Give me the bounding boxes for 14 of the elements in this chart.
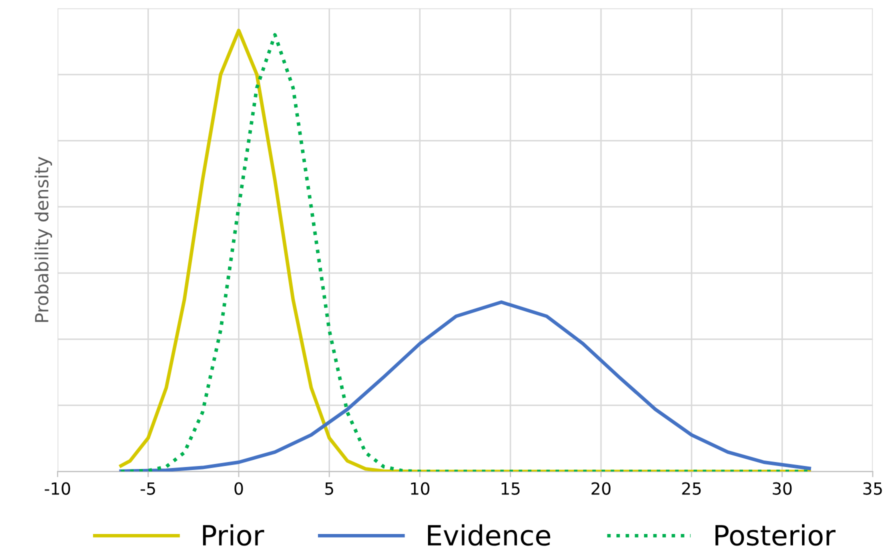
x-tick-label: 20 xyxy=(592,482,610,495)
x-tick-label: 5 xyxy=(325,482,334,495)
y-axis-title: Probability density xyxy=(34,156,52,322)
x-tick-label: -10 xyxy=(44,482,70,495)
x-tick-label: -5 xyxy=(140,482,156,495)
legend-label: Posterior xyxy=(716,524,836,546)
x-tick-label: 35 xyxy=(863,482,882,495)
x-tick-label: 30 xyxy=(772,482,792,495)
x-tick-label: 25 xyxy=(682,482,701,495)
x-tick-label: 0 xyxy=(234,482,243,495)
x-tick-label: 10 xyxy=(411,482,430,495)
x-tick-label: 15 xyxy=(502,482,520,495)
legend-label: Prior xyxy=(203,524,264,546)
legend-label: Evidence xyxy=(428,524,550,546)
